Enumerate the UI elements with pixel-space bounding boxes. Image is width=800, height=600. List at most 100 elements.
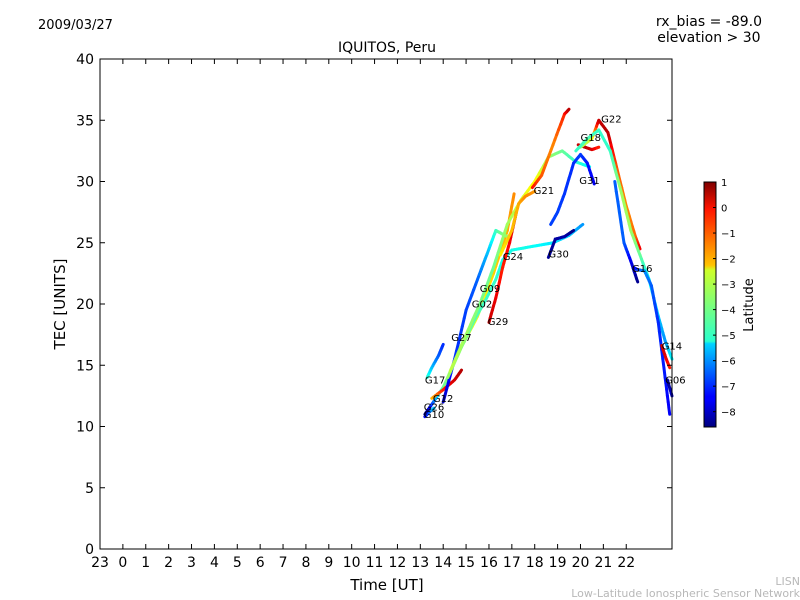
series-segment xyxy=(635,277,640,284)
elevation-label: elevation > 30 xyxy=(657,30,761,46)
footer-org-long: Low-Latitude Ionospheric Sensor Network xyxy=(571,587,800,600)
series-segment xyxy=(531,189,537,194)
series-segment xyxy=(614,190,620,204)
y-tick-label: 20 xyxy=(76,297,94,313)
x-tick-label: 16 xyxy=(480,555,498,571)
series-segment xyxy=(440,342,445,348)
series-segment xyxy=(656,320,661,334)
x-tick-label: 18 xyxy=(526,555,544,571)
series-segment xyxy=(458,368,463,374)
y-tick-label: 40 xyxy=(76,52,94,68)
series-label-g27: G27 xyxy=(451,333,471,344)
series-label-g16: G16 xyxy=(632,264,652,275)
series-segment xyxy=(667,406,672,416)
series-label-g09: G09 xyxy=(480,284,500,295)
series-label-g30: G30 xyxy=(548,249,568,260)
series-segment xyxy=(662,366,667,379)
series-segment xyxy=(591,179,596,186)
colorbar-tick-label: −6 xyxy=(721,357,736,368)
x-tick-label: 13 xyxy=(411,555,429,571)
y-tick-label: 5 xyxy=(85,481,94,497)
series-segment xyxy=(661,357,666,370)
colorbar-tick-label: −5 xyxy=(721,331,736,342)
series-label-g10: G10 xyxy=(424,410,444,421)
rx-info: rx_bias = -89.0 elevation > 30 xyxy=(656,14,762,46)
series-g31 xyxy=(549,153,596,226)
series-segment xyxy=(619,220,624,234)
x-tick-label: 0 xyxy=(118,555,127,571)
x-tick-label: 3 xyxy=(187,555,196,571)
colorbar-ticks: 1 0 −1 −2 −3 −4 −5 −6 −7 −8 xyxy=(713,178,736,419)
series-segment xyxy=(570,229,576,233)
series-g10 xyxy=(423,406,436,419)
x-tick-label: 17 xyxy=(503,555,521,571)
x-tick-label: 11 xyxy=(366,555,384,571)
series-label-g18: G18 xyxy=(581,133,601,144)
series-segment xyxy=(620,231,626,245)
y-tick-label: 15 xyxy=(76,358,94,374)
series-segment xyxy=(579,222,585,228)
colorbar xyxy=(703,181,717,428)
x-tick-label: 12 xyxy=(389,555,407,571)
date-label: 2009/03/27 xyxy=(38,18,113,33)
series-label-g06: G06 xyxy=(665,376,685,387)
series-layer xyxy=(423,107,674,419)
x-tick-label: 6 xyxy=(256,555,265,571)
x-tick-label: 1 xyxy=(141,555,150,571)
x-tick-label: 20 xyxy=(572,555,590,571)
colorbar-tick-label: −7 xyxy=(721,382,736,393)
x-tick-label: 7 xyxy=(279,555,288,571)
x-tick-label: 5 xyxy=(233,555,242,571)
colorbar-tick-label: −3 xyxy=(721,280,736,291)
x-tick-label: 21 xyxy=(594,555,612,571)
chart-title: IQUITOS, Peru xyxy=(338,40,436,56)
series-g21 xyxy=(530,107,571,190)
series-label-g22: G22 xyxy=(601,115,621,126)
series-segment xyxy=(504,234,509,239)
colorbar-tick-label: −2 xyxy=(721,255,736,266)
series-segment xyxy=(431,406,436,411)
rx-bias-label: rx_bias = -89.0 xyxy=(655,14,762,30)
colorbar-tick-label: −4 xyxy=(721,306,736,317)
x-tick-label: 14 xyxy=(434,555,452,571)
x-tick-label: 23 xyxy=(91,555,109,571)
y-tick-label: 35 xyxy=(76,113,94,129)
series-label-g12: G12 xyxy=(433,394,453,405)
series-g17 xyxy=(425,342,445,379)
x-tick-label: 10 xyxy=(343,555,361,571)
colorbar-tick-label: −8 xyxy=(721,408,736,419)
series-label-g17: G17 xyxy=(425,376,445,387)
series-segment xyxy=(617,210,623,224)
y-tick-label: 10 xyxy=(76,420,94,436)
series-g14 xyxy=(631,265,672,416)
series-g06-tail xyxy=(660,344,672,370)
x-tick-label: 9 xyxy=(324,555,333,571)
series-label-g02: G02 xyxy=(472,300,492,311)
y-tick-label: 30 xyxy=(76,175,94,191)
footer: LISN Low-Latitude Ionospheric Sensor Net… xyxy=(571,576,800,600)
y-axis-label: TEC [UNITS] xyxy=(51,259,69,351)
x-axis-label: Time [UT] xyxy=(349,576,423,594)
y-tick-label: 0 xyxy=(85,542,94,558)
series-segment xyxy=(637,245,642,251)
series-g24 xyxy=(498,189,537,257)
y-tick-label: 25 xyxy=(76,236,94,252)
x-tick-label: 22 xyxy=(617,555,635,571)
series-segment xyxy=(613,180,618,194)
colorbar-tick-label: 1 xyxy=(721,178,727,189)
x-tick-label: 19 xyxy=(549,555,567,571)
x-tick-label: 2 xyxy=(164,555,173,571)
x-tick-label: 8 xyxy=(301,555,310,571)
series-label-g31: G31 xyxy=(579,176,599,187)
plot-area xyxy=(100,59,672,549)
x-tick-label: 4 xyxy=(210,555,219,571)
series-g18 xyxy=(576,143,601,152)
x-tick-label: 15 xyxy=(457,555,475,571)
series-label-g29: G29 xyxy=(488,317,508,328)
colorbar-tick-label: 0 xyxy=(721,204,727,215)
series-segment xyxy=(667,364,672,370)
series-g06 xyxy=(613,180,640,284)
series-segment xyxy=(511,192,516,202)
